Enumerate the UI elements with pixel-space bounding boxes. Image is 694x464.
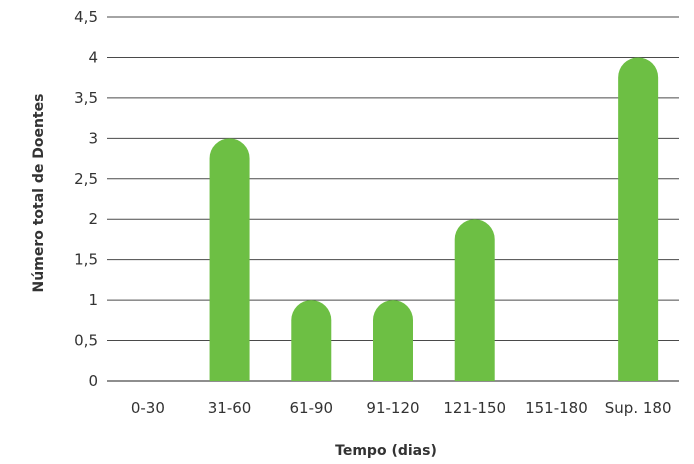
x-tick-labels: 0-30 31-60 61-90 91-120 121-150 151-180 Sup. 1…: [131, 399, 672, 417]
bar-61-90: [291, 300, 332, 381]
x-tick-label: 31-60: [208, 399, 252, 417]
x-tick-label: 151-180: [525, 399, 588, 417]
bar-sup-180: [618, 57, 659, 381]
y-tick-label: 4,5: [74, 8, 98, 26]
x-axis-title: Tempo (dias): [335, 443, 437, 459]
y-tick-label: 3,5: [74, 89, 98, 107]
y-tick-label: 3: [88, 129, 98, 147]
bar-121-150: [454, 219, 495, 381]
x-tick-label: 0-30: [131, 399, 165, 417]
y-tick-label: 4: [88, 48, 98, 66]
bar-31-60: [209, 138, 250, 381]
x-tick-label: 121-150: [443, 399, 506, 417]
bar-91-120: [373, 300, 413, 381]
x-tick-label: 61-90: [289, 399, 333, 417]
y-tick-label: 0,5: [74, 332, 98, 350]
y-tick-label: 2,5: [74, 170, 98, 188]
y-tick-label: 1: [88, 291, 98, 309]
gridlines: [107, 16, 679, 382]
x-tick-label: Sup. 180: [605, 399, 672, 417]
y-tick-label: 0: [88, 372, 98, 390]
y-axis-title: Número total de Doentes: [31, 94, 47, 293]
y-tick-label: 1,5: [74, 251, 98, 269]
bars: [209, 57, 659, 381]
y-tick-labels: 0 0,5 1 1,5 2 2,5 3 3,5 4 4,5: [74, 8, 98, 390]
x-tick-label: 91-120: [366, 399, 419, 417]
y-tick-label: 2: [88, 210, 98, 228]
